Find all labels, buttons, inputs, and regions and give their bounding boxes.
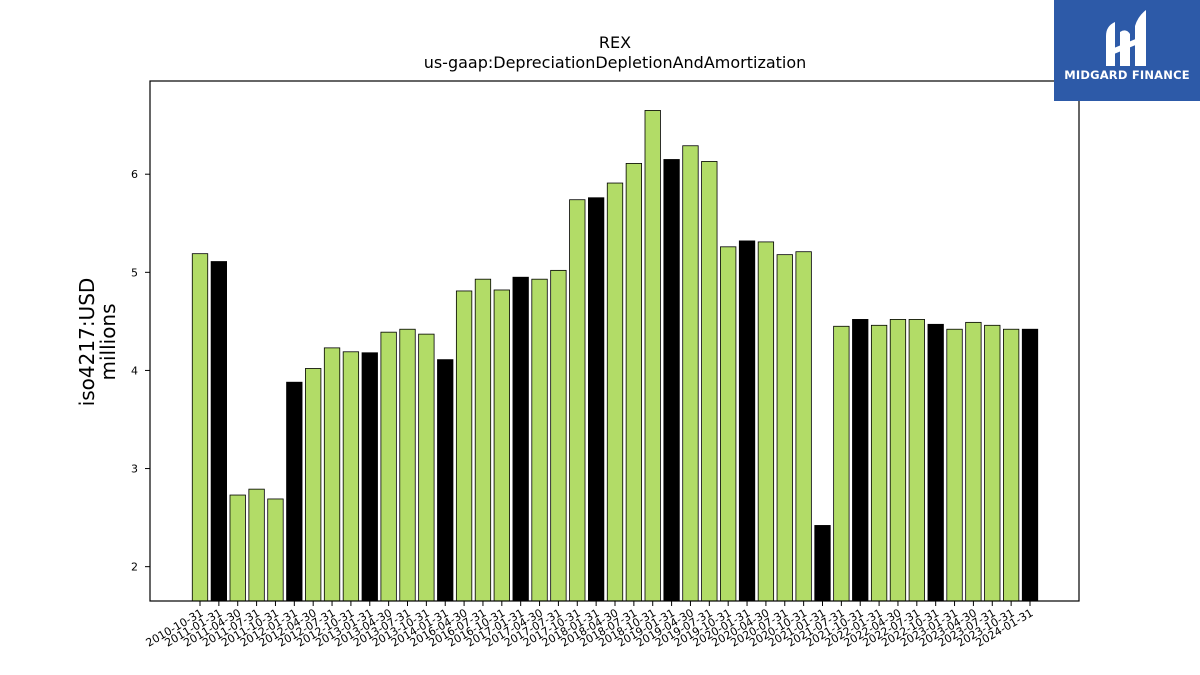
- bar-2020-01-31: [738, 240, 756, 602]
- bar-2021-10-31: [852, 319, 869, 602]
- y-tick-label: 4: [131, 364, 138, 377]
- chart-subtitle: us-gaap:DepreciationDepletionAndAmortiza…: [424, 53, 807, 72]
- bar-2013-07-31: [399, 328, 416, 602]
- midgard-logo-icon: [1106, 10, 1146, 66]
- bar-2017-07-31: [550, 269, 567, 602]
- bar-2012-01-31: [286, 381, 303, 602]
- bar-2013-01-31: [361, 352, 378, 602]
- bars-group: [191, 110, 1039, 602]
- bar-2017-01-31: [512, 276, 529, 602]
- y-tick-label: 5: [131, 266, 138, 279]
- bar-2018-04-30: [606, 182, 624, 602]
- bar-2012-10-31: [342, 351, 360, 602]
- bar-2021-01-31: [814, 525, 831, 602]
- bar-2016-04-30: [455, 290, 473, 602]
- brand-logo: MIDGARD FINANCE: [1054, 0, 1200, 101]
- bar-2021-07-31: [833, 325, 850, 602]
- chart-title: REX: [599, 33, 631, 52]
- bar-2024-01-31: [1021, 328, 1039, 602]
- bar-2022-01-31: [870, 324, 888, 602]
- y-tick-label: 6: [131, 168, 138, 181]
- bar-2014-01-31: [437, 359, 454, 602]
- bar-2017-04-30: [531, 278, 548, 602]
- bar-2016-10-31: [493, 289, 510, 602]
- bar-2018-01-31: [588, 197, 605, 602]
- bar-2023-07-31: [984, 324, 1001, 602]
- bar-2019-01-31: [663, 159, 680, 602]
- bar-2011-07-31: [248, 488, 265, 602]
- plot-frame: [149, 80, 1080, 602]
- bar-2016-07-31: [474, 278, 492, 602]
- bar-2019-10-31: [720, 246, 737, 602]
- bar-2010-10-31: [191, 253, 209, 602]
- y-tick-label: 3: [131, 463, 138, 476]
- x-axis-ticks: 2010-10-312011-01-312011-04-302011-07-31…: [144, 601, 1036, 650]
- bar-2011-04-30: [229, 494, 246, 602]
- bar-2020-04-30: [757, 241, 775, 602]
- bar-2020-07-31: [776, 254, 793, 602]
- bar-2023-04-30: [965, 321, 982, 602]
- bar-2022-04-30: [889, 319, 907, 602]
- bar-2020-10-31: [795, 251, 812, 602]
- bar-2013-04-30: [380, 331, 397, 602]
- bar-2022-07-31: [908, 319, 925, 602]
- bar-2018-10-31: [644, 110, 661, 602]
- bar-2023-01-31: [946, 328, 963, 602]
- bar-2011-10-31: [267, 498, 284, 602]
- bar-2022-10-31: [927, 323, 944, 602]
- bar-2012-04-30: [305, 368, 322, 602]
- bar-2018-07-31: [625, 163, 643, 602]
- bar-2019-04-30: [682, 145, 699, 602]
- bar-2012-07-31: [323, 347, 341, 602]
- y-axis-ticks: 2 3 4 5 6: [131, 168, 150, 574]
- bar-2013-10-31: [418, 333, 435, 602]
- bar-2017-10-31: [569, 199, 586, 602]
- y-tick-label: 2: [131, 561, 138, 574]
- bar-2023-10-31: [1003, 328, 1020, 602]
- y-axis-label-units: millions: [96, 303, 120, 380]
- bar-2019-07-31: [701, 161, 718, 602]
- bar-2011-01-31: [210, 261, 228, 602]
- brand-name: MIDGARD FINANCE: [1064, 68, 1190, 82]
- y-axis-label: iso4217:USD: [75, 278, 99, 407]
